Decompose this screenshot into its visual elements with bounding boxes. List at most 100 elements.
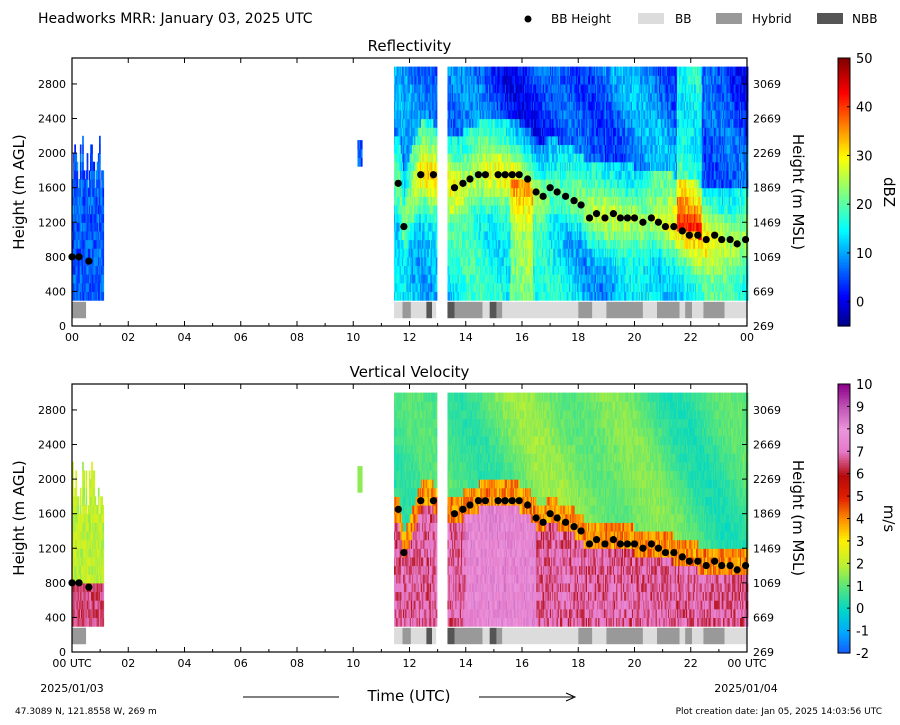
heatmap-cell xyxy=(541,153,544,163)
heatmap-cell xyxy=(457,204,460,215)
heatmap-cell xyxy=(409,256,412,267)
heatmap-cell xyxy=(520,179,523,189)
heatmap-cell xyxy=(547,187,550,197)
heatmap-cell xyxy=(540,92,543,102)
heatmap-cell xyxy=(450,153,453,163)
heatmap-cell xyxy=(477,265,480,275)
heatmap-cell xyxy=(545,153,548,163)
heatmap-cell xyxy=(511,153,514,163)
heatmap-cell xyxy=(557,118,560,128)
heatmap-cell xyxy=(430,109,432,120)
heatmap-cell xyxy=(504,196,507,206)
heatmap-cell xyxy=(509,291,512,301)
heatmap-cell xyxy=(553,144,555,154)
heatmap-cell xyxy=(357,157,360,167)
heatmap-cell xyxy=(471,135,473,146)
heatmap-cell xyxy=(552,256,554,267)
heatmap-cell xyxy=(527,265,530,275)
heatmap-cell xyxy=(415,118,418,128)
heatmap-cell xyxy=(87,222,90,232)
heatmap-cell xyxy=(401,101,404,111)
heatmap-cell xyxy=(496,213,499,223)
heatmap-cell xyxy=(505,127,508,137)
heatmap-cell xyxy=(549,92,552,102)
heatmap-cell xyxy=(500,213,503,223)
heatmap-cell xyxy=(490,239,492,249)
heatmap-cell xyxy=(494,75,497,85)
heatmap-cell xyxy=(512,179,515,189)
heatmap-cell xyxy=(99,239,101,249)
heatmap-cell xyxy=(518,179,521,189)
heatmap-cell xyxy=(483,179,486,189)
heatmap-cell xyxy=(483,282,486,293)
heatmap-cell xyxy=(403,265,405,275)
heatmap-cell xyxy=(453,92,455,102)
heatmap-cell xyxy=(413,75,415,85)
heatmap-cell xyxy=(418,222,421,232)
heatmap-cell xyxy=(487,83,490,94)
heatmap-cell xyxy=(83,239,85,249)
heatmap-cell xyxy=(528,274,531,284)
heatmap-cell xyxy=(505,118,508,128)
heatmap-cell xyxy=(92,161,94,171)
heatmap-cell xyxy=(525,118,527,128)
heatmap-cell xyxy=(510,222,513,232)
heatmap-cell xyxy=(410,144,413,154)
heatmap-cell xyxy=(496,118,499,128)
heatmap-cell xyxy=(512,127,515,137)
heatmap-cell xyxy=(417,291,420,301)
heatmap-cell xyxy=(508,101,510,111)
heatmap-cell xyxy=(399,230,402,241)
heatmap-cell xyxy=(527,179,530,189)
heatmap-cell xyxy=(477,161,480,171)
heatmap-cell xyxy=(548,222,551,232)
heatmap-cell xyxy=(475,248,478,258)
heatmap-cell xyxy=(476,213,479,223)
heatmap-cell xyxy=(418,213,421,223)
heatmap-cell xyxy=(96,222,99,232)
heatmap-cell xyxy=(541,118,544,128)
heatmap-cell xyxy=(537,127,540,137)
heatmap-cell xyxy=(466,109,469,120)
heatmap-cell xyxy=(93,179,96,189)
heatmap-cell xyxy=(473,291,476,301)
heatmap-cell xyxy=(92,256,94,267)
heatmap-cell xyxy=(428,66,431,76)
heatmap-cell xyxy=(423,92,426,102)
heatmap-cell xyxy=(412,101,414,111)
heatmap-cell xyxy=(99,170,101,180)
heatmap-cell xyxy=(536,222,539,232)
heatmap-cell xyxy=(460,118,463,128)
heatmap-cell xyxy=(434,161,437,171)
heatmap-cell xyxy=(528,256,531,267)
heatmap-cell xyxy=(413,196,415,206)
heatmap-cell xyxy=(500,248,503,258)
heatmap-cell xyxy=(539,118,542,128)
heatmap-cell xyxy=(484,66,487,76)
heatmap-cell xyxy=(471,187,473,197)
heatmap-cell xyxy=(530,66,533,76)
heatmap-cell xyxy=(454,265,456,275)
heatmap-cell xyxy=(460,75,463,85)
heatmap-cell xyxy=(552,127,554,137)
heatmap-cell xyxy=(480,101,482,111)
heatmap-cell xyxy=(416,187,419,197)
heatmap-cell xyxy=(520,256,523,267)
heatmap-cell xyxy=(398,274,401,284)
heatmap-cell xyxy=(423,101,426,111)
heatmap-cell xyxy=(526,179,528,189)
heatmap-cell xyxy=(428,179,431,189)
heatmap-cell xyxy=(543,265,545,275)
heatmap-cell xyxy=(505,248,508,258)
heatmap-cell xyxy=(558,248,561,258)
heatmap-cell xyxy=(537,213,540,223)
heatmap-cell xyxy=(97,161,100,171)
heatmap-cell xyxy=(463,83,465,94)
heatmap-cell xyxy=(84,256,87,267)
heatmap-cell xyxy=(408,83,411,94)
heatmap-cell xyxy=(503,222,506,232)
heatmap-cell xyxy=(518,291,521,301)
heatmap-cell xyxy=(546,274,549,284)
heatmap-cell xyxy=(485,135,488,146)
heatmap-cell xyxy=(558,265,561,275)
